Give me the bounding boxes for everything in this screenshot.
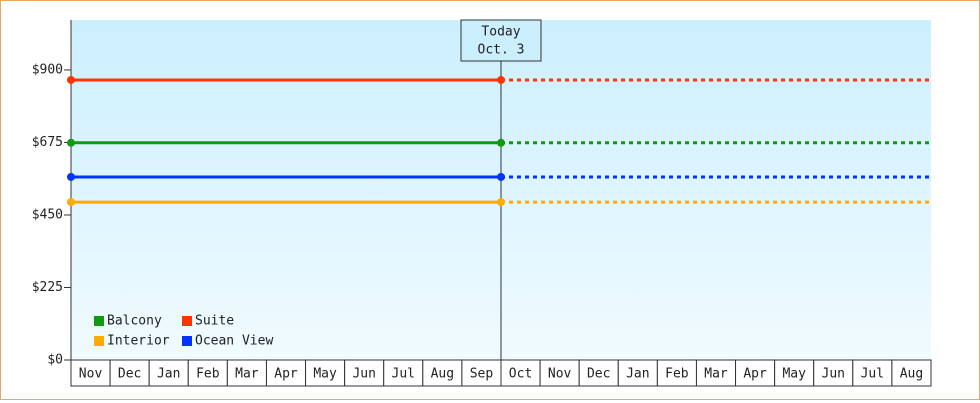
legend-swatch [182,316,192,326]
legend-swatch [94,336,104,346]
x-tick-label: Jul [861,367,884,382]
x-category-cell [774,359,815,387]
series-marker [67,138,75,147]
x-tick-label: Sep [470,367,494,382]
x-tick-label: Aug [431,367,454,382]
x-tick-label: Jun [352,367,375,382]
x-tick-label: Feb [196,367,220,382]
series-marker [497,198,505,207]
legend-swatch [182,336,192,346]
x-category-cell [617,359,658,387]
x-tick-label: Dec [587,367,610,382]
x-category-cell [70,359,111,387]
x-tick-label: Jan [157,367,180,382]
series-marker [67,75,75,84]
y-tick-label: $0 [47,353,63,368]
series-marker [497,172,505,181]
x-tick-label: May [313,367,337,382]
y-tick-label: $225 [32,280,63,295]
x-tick-label: May [782,367,806,382]
x-tick-label: Jun [822,367,845,382]
y-tick-label: $675 [32,135,63,150]
x-category-cell [539,359,580,387]
series-marker [67,172,75,181]
legend-label: Suite [195,314,234,329]
series-marker [497,138,505,147]
series-marker [67,198,75,207]
legend-label: Ocean View [195,334,273,349]
x-category-cell [656,359,697,387]
x-tick-label: Oct [509,367,532,382]
legend-swatch [94,316,104,326]
y-tick-label: $900 [32,62,63,77]
x-tick-label: Jul [392,367,415,382]
series-marker [497,75,505,84]
x-tick-label: Jan [626,367,649,382]
x-category-cell [265,359,307,387]
x-category-cell [383,359,424,387]
x-tick-label: Apr [274,367,298,382]
x-category-cell [891,359,932,387]
x-tick-label: Apr [743,367,767,382]
x-tick-label: Feb [665,367,689,382]
today-box [460,19,542,62]
x-tick-label: Nov [79,367,103,382]
x-tick-label: Dec [118,367,141,382]
x-category-cell [109,359,150,387]
x-category-cell [500,359,541,387]
x-category-cell [813,359,854,387]
today-date: Oct. 3 [478,43,525,58]
x-category-cell [305,359,346,387]
x-category-cell [578,359,619,387]
x-category-cell [461,359,502,387]
y-tick-label: $450 [32,207,63,222]
legend-label: Balcony [107,314,162,329]
x-tick-label: Mar [704,367,728,382]
x-category-cell [344,359,385,387]
x-category-cell [695,359,737,387]
x-tick-label: Nov [548,367,572,382]
today-title: Today [481,25,520,40]
legend-label: Interior [107,334,170,349]
x-tick-label: Aug [900,367,923,382]
x-tick-label: Mar [235,367,259,382]
x-category-cell [735,359,776,387]
